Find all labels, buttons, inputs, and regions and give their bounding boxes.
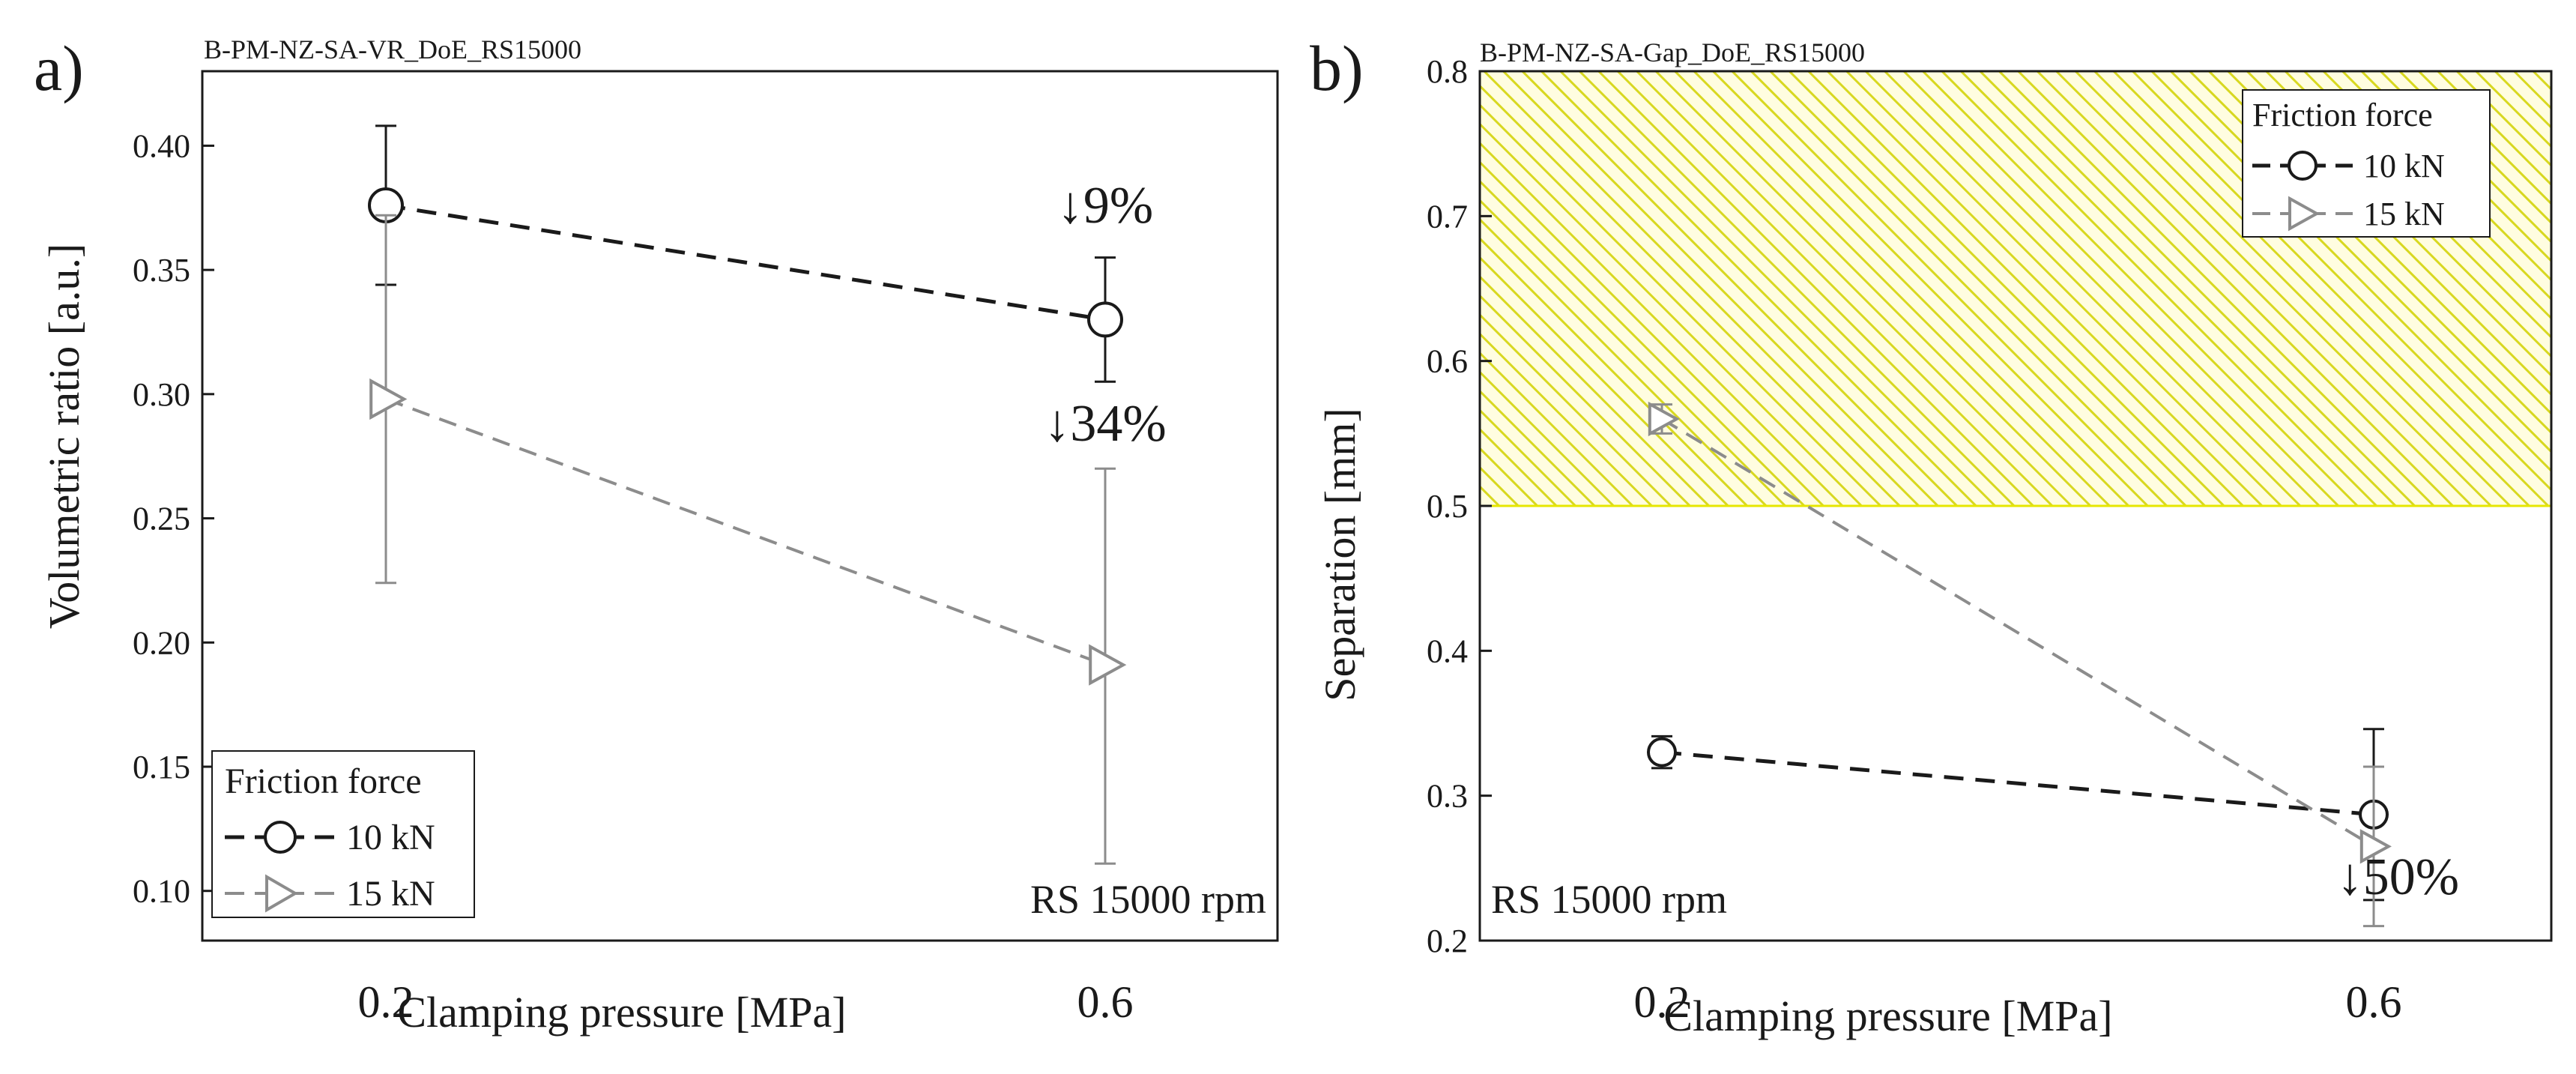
panel-b-series-line-15kn — [1660, 417, 2375, 848]
panel-b-label: b) — [1310, 32, 1364, 104]
panel-a-legend-marker-15kn — [265, 874, 298, 913]
panel-a-annotation-34pct: ↓34% — [1044, 395, 1166, 453]
panel-b-y-tick-labels: 0.2 0.3 0.4 0.5 0.6 0.7 0.8 — [1427, 53, 1468, 959]
panel-a-label: a) — [34, 32, 84, 104]
panel-b-y-tick-label: 0.2 — [1427, 923, 1468, 959]
panel-a-point-15kn — [1089, 644, 1127, 686]
panel-a-y-tick-label: 0.10 — [133, 873, 190, 910]
panel-b-legend-label-10kn: 10 kN — [2363, 148, 2445, 184]
panel-a-y-tick-label: 0.15 — [133, 749, 190, 785]
panel-a: a) B-PM-NZ-SA-VR_DoE_RS15000 Volumetric … — [34, 32, 1279, 1037]
panel-a-frame — [201, 70, 1279, 942]
panel-b-rs-label: RS 15000 rpm — [1491, 877, 1727, 922]
panel-b-x-axis-label: Clamping pressure [MPa] — [1663, 992, 2112, 1040]
panel-a-rs-label: RS 15000 rpm — [1030, 877, 1266, 922]
panel-b: b) B-PM-NZ-SA-Gap_DoE_RS15000 Separation… — [1310, 32, 2553, 1040]
panel-b-subtitle: B-PM-NZ-SA-Gap_DoE_RS15000 — [1480, 37, 1865, 67]
panel-a-annotation-9pct: ↓9% — [1057, 177, 1153, 235]
panel-a-x-tick-label: 0.6 — [1077, 977, 1134, 1027]
panel-b-legend-title: Friction force — [2252, 97, 2433, 133]
panel-b-frame — [1478, 70, 2553, 942]
panel-b-annotation-50pct: ↓50% — [2337, 848, 2459, 906]
panel-a-y-tick-label: 0.25 — [133, 501, 190, 537]
panel-a-legend-label-15kn: 15 kN — [346, 874, 435, 914]
panel-b-legend-label-15kn: 15 kN — [2363, 196, 2445, 232]
panel-b-y-tick-label: 0.8 — [1427, 53, 1468, 90]
panel-a-legend-box — [211, 750, 475, 918]
panel-b-x-tick-label: 0.6 — [2346, 977, 2402, 1027]
panel-b-legend: Friction force 10 kN 15 kN — [2242, 89, 2491, 238]
panel-b-x-tick-labels: 0.2 0.6 — [1634, 977, 2402, 1027]
panel-a-y-axis-label: Volumetric ratio [a.u.] — [40, 244, 88, 629]
panel-a-y-tick-label: 0.30 — [133, 376, 190, 413]
panel-b-x-tick-label: 0.2 — [1634, 977, 1690, 1027]
panel-a-y-tick-label: 0.35 — [133, 252, 190, 289]
panel-b-y-tick-label: 0.6 — [1427, 343, 1468, 380]
panel-a-series-line-15kn — [385, 397, 1106, 666]
panel-a-x-tick-label: 0.2 — [358, 977, 414, 1027]
panel-a-point-10kn — [1087, 301, 1123, 338]
panel-a-subtitle: B-PM-NZ-SA-VR_DoE_RS15000 — [204, 34, 581, 64]
panel-a-x-axis-label: Clamping pressure [MPa] — [397, 988, 846, 1037]
panel-b-series-line-10kn — [1661, 750, 2374, 817]
panel-a-plot — [201, 70, 1279, 942]
panel-b-y-tick-label: 0.5 — [1427, 488, 1468, 525]
panel-b-y-tick-label: 0.7 — [1427, 198, 1468, 235]
panel-b-legend-marker-15kn — [2288, 196, 2320, 232]
panel-a-y-tick-labels: 0.10 0.15 0.20 0.25 0.30 0.35 0.40 — [133, 127, 190, 909]
panel-a-legend-title: Friction force — [225, 761, 422, 801]
panel-b-point-15kn — [2359, 829, 2392, 864]
panel-b-point-10kn — [1647, 737, 1677, 767]
panel-a-x-tick-labels: 0.2 0.6 — [358, 977, 1134, 1027]
panel-a-y-tick-label: 0.40 — [133, 127, 190, 164]
panel-b-point-15kn — [1648, 401, 1680, 437]
panel-b-legend-marker-10kn — [2288, 151, 2318, 181]
panel-a-series-line-10kn — [385, 203, 1106, 322]
panel-b-y-axis-label: Separation [mm] — [1316, 408, 1364, 701]
panel-a-legend: Friction force 10 kN 15 kN — [211, 750, 475, 918]
panel-a-legend-marker-10kn — [264, 821, 297, 854]
panel-b-y-tick-label: 0.3 — [1427, 778, 1468, 815]
panel-b-y-tick-label: 0.4 — [1427, 633, 1468, 669]
panel-a-point-15kn — [369, 378, 408, 420]
panel-a-legend-label-10kn: 10 kN — [346, 818, 435, 857]
panel-a-y-tick-label: 0.20 — [133, 624, 190, 661]
